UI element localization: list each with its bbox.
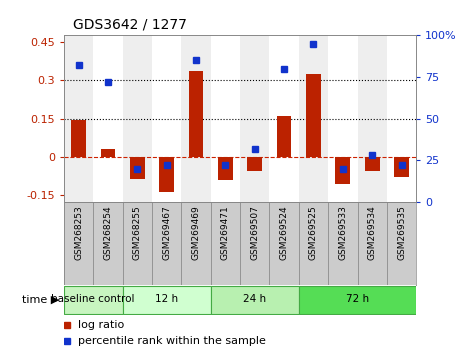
Text: GSM268254: GSM268254 <box>104 205 113 260</box>
Bar <box>358 202 387 285</box>
Text: 24 h: 24 h <box>243 295 266 304</box>
Bar <box>270 35 299 202</box>
Bar <box>123 35 152 202</box>
Bar <box>101 149 115 157</box>
Bar <box>93 202 123 285</box>
Text: GSM269524: GSM269524 <box>280 205 289 260</box>
Text: GSM269471: GSM269471 <box>221 205 230 260</box>
Text: log ratio: log ratio <box>78 320 124 330</box>
Bar <box>159 157 174 192</box>
Bar <box>218 157 233 180</box>
Bar <box>64 286 123 314</box>
Text: GSM268253: GSM268253 <box>74 205 83 260</box>
Text: time ▶: time ▶ <box>22 295 59 304</box>
Bar <box>247 157 262 171</box>
Bar <box>152 35 181 202</box>
Bar <box>64 35 93 202</box>
Text: 72 h: 72 h <box>346 295 369 304</box>
Bar <box>306 74 321 157</box>
Text: GSM269525: GSM269525 <box>309 205 318 260</box>
Text: GDS3642 / 1277: GDS3642 / 1277 <box>73 18 187 32</box>
Bar <box>130 157 145 179</box>
Bar <box>71 120 86 157</box>
Bar <box>240 202 270 285</box>
Text: baseline control: baseline control <box>52 295 135 304</box>
Bar <box>181 35 210 202</box>
Text: GSM269467: GSM269467 <box>162 205 171 260</box>
Bar <box>210 35 240 202</box>
Bar <box>394 157 409 177</box>
Bar <box>210 202 240 285</box>
Text: GSM269534: GSM269534 <box>368 205 377 260</box>
Bar <box>210 286 299 314</box>
Bar <box>181 202 210 285</box>
Bar <box>240 35 270 202</box>
Bar <box>299 286 416 314</box>
Text: GSM269533: GSM269533 <box>338 205 347 260</box>
Bar <box>299 202 328 285</box>
Bar <box>358 35 387 202</box>
Bar <box>387 202 416 285</box>
Bar <box>123 202 152 285</box>
Bar <box>335 157 350 184</box>
Bar <box>328 202 358 285</box>
Bar <box>152 202 181 285</box>
Bar <box>189 71 203 157</box>
Bar <box>93 35 123 202</box>
Bar <box>270 202 299 285</box>
Bar <box>365 157 379 171</box>
Text: GSM269535: GSM269535 <box>397 205 406 260</box>
Text: 12 h: 12 h <box>155 295 178 304</box>
Text: percentile rank within the sample: percentile rank within the sample <box>78 336 266 346</box>
Text: GSM268255: GSM268255 <box>133 205 142 260</box>
Bar <box>387 35 416 202</box>
Text: GSM269507: GSM269507 <box>250 205 259 260</box>
Bar <box>123 286 210 314</box>
Text: GSM269469: GSM269469 <box>192 205 201 260</box>
Bar <box>299 35 328 202</box>
Bar <box>328 35 358 202</box>
Bar <box>277 116 291 157</box>
Bar <box>64 202 93 285</box>
